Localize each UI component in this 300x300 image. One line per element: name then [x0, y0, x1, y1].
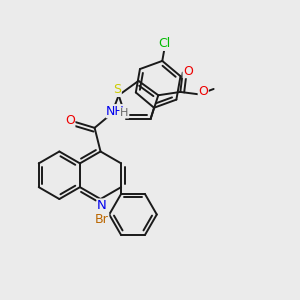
Text: NH: NH — [106, 105, 125, 118]
Text: Cl: Cl — [159, 37, 171, 50]
Text: O: O — [198, 85, 208, 98]
Text: Br: Br — [95, 213, 109, 226]
Text: O: O — [65, 114, 75, 127]
Text: H: H — [120, 108, 128, 118]
Text: O: O — [183, 64, 193, 78]
Text: S: S — [113, 83, 121, 96]
Text: N: N — [97, 199, 107, 212]
